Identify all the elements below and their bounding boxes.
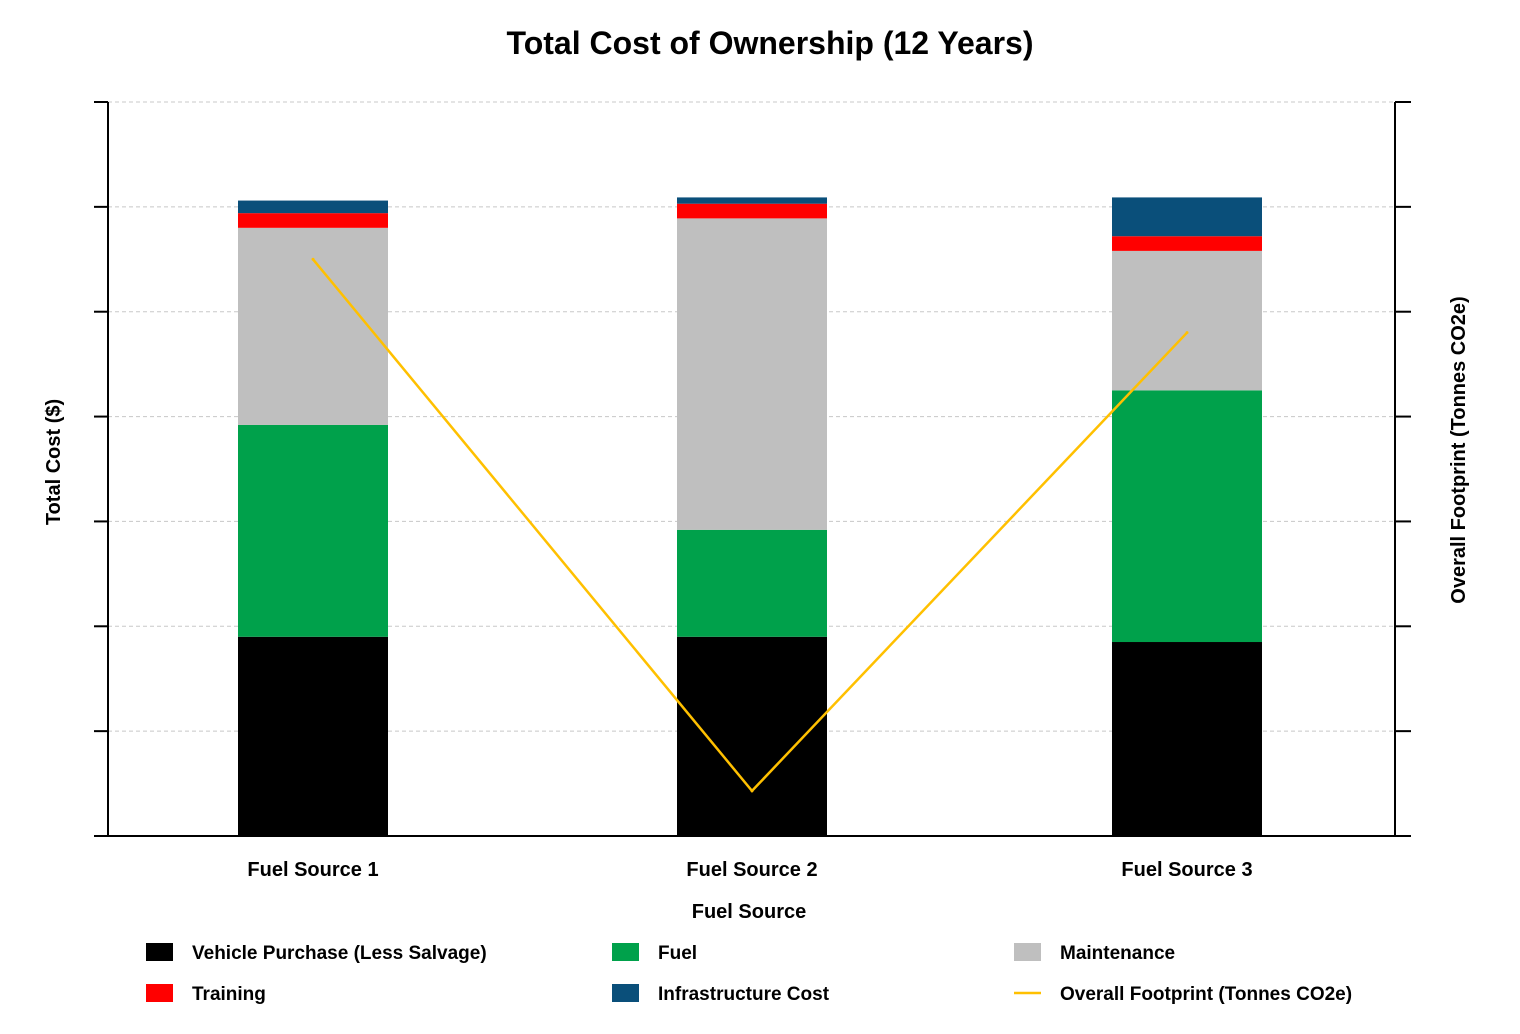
bar-stack [1112,197,1262,836]
legend-swatch [146,943,173,961]
legend-label: Fuel [658,943,697,964]
bar-segment-infrastructure-cost [238,200,388,214]
legend-swatch [146,984,173,1002]
footprint-point [311,257,315,261]
footprint-point [750,789,754,793]
bar-segment-infrastructure-cost [677,197,827,204]
legend-swatch [612,943,639,961]
bar-segment-training [238,213,388,228]
x-tick-label: Fuel Source 2 [686,859,817,881]
legend-label: Maintenance [1060,943,1175,964]
bar-stacks [238,197,1262,836]
bar-stack [677,197,827,836]
legend-item: Training [146,984,266,1005]
x-tick-labels: Fuel Source 1 Fuel Source 2 Fuel Source 3 [247,859,1252,881]
legend-label: Infrastructure Cost [658,984,830,1005]
legend-item: Vehicle Purchase (Less Salvage) [146,943,487,964]
axes [94,101,1411,837]
legend-item: Fuel [612,943,697,964]
bar-stack [238,200,388,836]
legend-swatch [1014,943,1041,961]
y-axis-label: Total Cost ($) [43,399,65,525]
footprint-point [1185,331,1189,335]
legend-swatch [612,984,639,1002]
bar-segment-training [677,203,827,219]
footprint-line-group [311,257,1189,793]
legend-item: Overall Footprint (Tonnes CO2e) [1014,984,1352,1005]
legend-item: Infrastructure Cost [612,984,830,1005]
x-axis-label: Fuel Source [692,901,806,923]
x-tick-label: Fuel Source 3 [1121,859,1252,881]
bar-segment-maintenance [1112,250,1262,391]
bar-segment-vehicle-purchase-less-salvage [238,636,388,836]
bar-segment-fuel [677,529,827,637]
bar-segment-infrastructure-cost [1112,197,1262,237]
legend-item: Maintenance [1014,943,1175,964]
bar-segment-maintenance [238,227,388,425]
bar-segment-fuel [1112,390,1262,643]
bar-segment-vehicle-purchase-less-salvage [677,636,827,836]
legend-label: Overall Footprint (Tonnes CO2e) [1060,984,1352,1005]
y2-axis-label: Overall Footprint (Tonnes CO2e) [1448,296,1470,603]
legend-label: Training [192,984,266,1005]
legend: Vehicle Purchase (Less Salvage) Fuel Maint… [146,943,1352,1005]
bar-segment-vehicle-purchase-less-salvage [1112,642,1262,836]
bar-segment-maintenance [677,218,827,530]
bar-segment-training [1112,236,1262,251]
x-tick-label: Fuel Source 1 [247,859,378,881]
chart-title: Total Cost of Ownership (12 Years) [507,25,1034,61]
legend-label: Vehicle Purchase (Less Salvage) [192,943,487,964]
bar-segment-fuel [238,424,388,637]
